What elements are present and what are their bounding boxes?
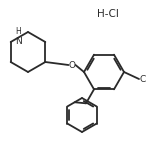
- Text: N: N: [15, 37, 22, 46]
- Text: Cl: Cl: [140, 75, 146, 83]
- Text: H: H: [15, 27, 21, 36]
- Text: O: O: [68, 61, 75, 70]
- Text: H-Cl: H-Cl: [97, 9, 119, 19]
